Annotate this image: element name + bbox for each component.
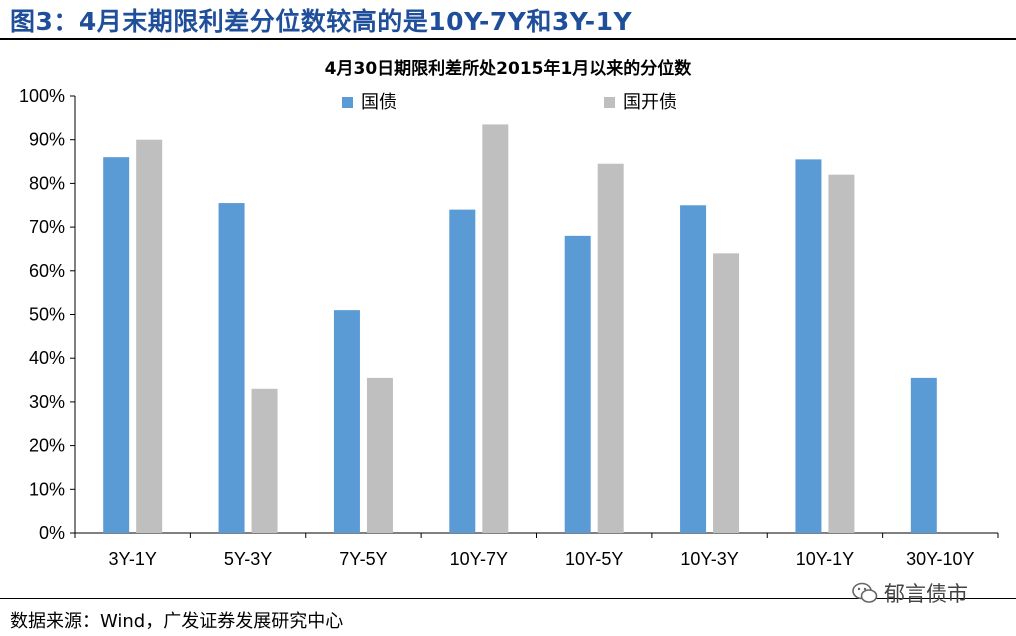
- bar-series1: [218, 203, 245, 533]
- x-tick-label: 10Y-1Y: [796, 549, 854, 569]
- bar-series1: [103, 157, 130, 533]
- bar-series2: [828, 174, 855, 533]
- x-tick-label: 10Y-5Y: [565, 549, 623, 569]
- watermark-text: 郁言债市: [884, 582, 968, 606]
- watermark: 郁言债市: [852, 578, 968, 608]
- bar-series1: [564, 235, 591, 533]
- legend-label: 国债: [361, 92, 397, 113]
- x-tick-label: 5Y-3Y: [224, 549, 272, 569]
- y-tick-label: 60%: [29, 261, 65, 281]
- y-tick-label: 0%: [39, 523, 65, 543]
- wechat-icon: [852, 582, 878, 603]
- legend-swatch: [604, 97, 615, 108]
- y-tick-label: 100%: [19, 86, 65, 106]
- y-tick-label: 90%: [29, 130, 65, 150]
- y-tick-label: 70%: [29, 217, 65, 237]
- bar-series2: [366, 377, 393, 533]
- x-tick-label: 3Y-1Y: [109, 549, 157, 569]
- y-tick-label: 30%: [29, 392, 65, 412]
- x-tick-label: 10Y-7Y: [450, 549, 508, 569]
- bar-series2: [251, 388, 278, 533]
- y-tick-label: 50%: [29, 305, 65, 325]
- y-tick-label: 10%: [29, 479, 65, 499]
- y-tick-label: 20%: [29, 436, 65, 456]
- source-rule: [0, 598, 1016, 599]
- bars: [103, 124, 937, 534]
- bar-series1: [680, 205, 707, 533]
- bar-chart: 0% 10% 20% 30% 40% 50% 60% 70% 80% 90% 100% 3Y-1Y 5Y…: [19, 86, 999, 569]
- legend: 国债 国开债: [342, 92, 677, 113]
- x-tick-label: 7Y-5Y: [339, 549, 387, 569]
- bar-series1: [333, 310, 360, 533]
- y-tick-label: 80%: [29, 173, 65, 193]
- bar-series1: [795, 159, 822, 533]
- legend-label: 国开债: [623, 92, 677, 113]
- bar-series2: [713, 253, 740, 533]
- bar-series2: [597, 163, 624, 534]
- chart-title: 4月30日期限利差所处2015年1月以来的分位数: [324, 59, 692, 79]
- bar-series2: [136, 139, 163, 533]
- x-tick-label: 10Y-3Y: [680, 549, 738, 569]
- title-rule: [0, 38, 1016, 40]
- axes: 0% 10% 20% 30% 40% 50% 60% 70% 80% 90% 100% 3Y-1Y 5Y…: [19, 86, 999, 569]
- bar-series1: [449, 209, 476, 533]
- bar-series2: [482, 124, 509, 533]
- x-tick-label: 30Y-10Y: [906, 549, 974, 569]
- figure-title: 图3：4月末期限利差分位数较高的是10Y-7Y和3Y-1Y: [10, 7, 633, 36]
- bar-series1: [910, 377, 937, 533]
- y-tick-label: 40%: [29, 348, 65, 368]
- source-note: 数据来源：Wind，广发证券发展研究中心: [10, 611, 344, 632]
- legend-swatch: [342, 97, 353, 108]
